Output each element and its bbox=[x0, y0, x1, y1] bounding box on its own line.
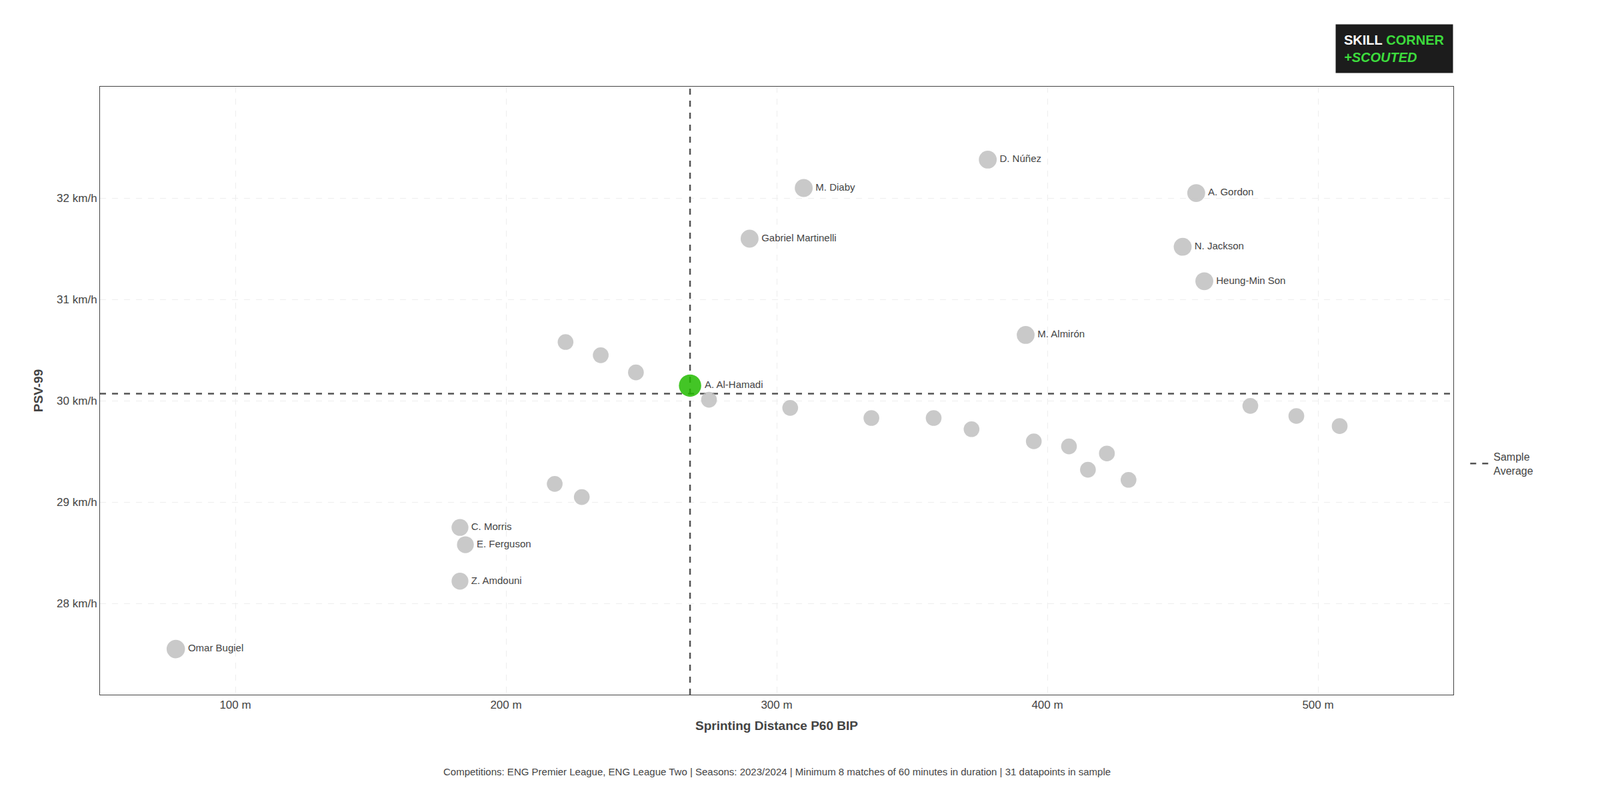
svg-text:30 km/h: 30 km/h bbox=[56, 394, 97, 408]
svg-text:N. Jackson: N. Jackson bbox=[1194, 240, 1244, 252]
svg-text:A. Gordon: A. Gordon bbox=[1208, 186, 1254, 198]
svg-text:SampleAverage: SampleAverage bbox=[1493, 451, 1533, 477]
svg-text:29 km/h: 29 km/h bbox=[56, 496, 97, 509]
svg-text:Competitions: ENG Premier Leag: Competitions: ENG Premier League, ENG Le… bbox=[443, 766, 1111, 778]
svg-text:200 m: 200 m bbox=[490, 698, 522, 712]
svg-text:Heung-Min Son: Heung-Min Son bbox=[1216, 274, 1286, 286]
svg-text:31 km/h: 31 km/h bbox=[56, 293, 97, 306]
svg-text:28 km/h: 28 km/h bbox=[56, 597, 97, 610]
svg-text:100 m: 100 m bbox=[219, 698, 251, 712]
svg-text:D. Núñez: D. Núñez bbox=[999, 152, 1042, 164]
svg-text:Gabriel Martinelli: Gabriel Martinelli bbox=[761, 232, 837, 244]
svg-text:400 m: 400 m bbox=[1031, 698, 1063, 712]
svg-text:PSV-99: PSV-99 bbox=[31, 369, 46, 412]
svg-text:Omar Bugiel: Omar Bugiel bbox=[188, 642, 244, 654]
svg-text:Sprinting Distance P60 BIP: Sprinting Distance P60 BIP bbox=[695, 718, 858, 733]
svg-text:E. Ferguson: E. Ferguson bbox=[476, 538, 532, 550]
svg-text:M. Diaby: M. Diaby bbox=[815, 181, 856, 193]
svg-text:Z. Amdouni: Z. Amdouni bbox=[471, 574, 522, 586]
svg-text:A. Al-Hamadi: A. Al-Hamadi bbox=[704, 378, 764, 390]
svg-text:32 km/h: 32 km/h bbox=[56, 192, 97, 205]
svg-text:500 m: 500 m bbox=[1302, 698, 1334, 712]
svg-text:M. Almirón: M. Almirón bbox=[1037, 328, 1085, 340]
svg-text:C. Morris: C. Morris bbox=[471, 520, 512, 532]
svg-text:SKILL CORNER+SCOUTED: SKILL CORNER+SCOUTED bbox=[1344, 32, 1445, 65]
svg-text:300 m: 300 m bbox=[760, 698, 792, 712]
